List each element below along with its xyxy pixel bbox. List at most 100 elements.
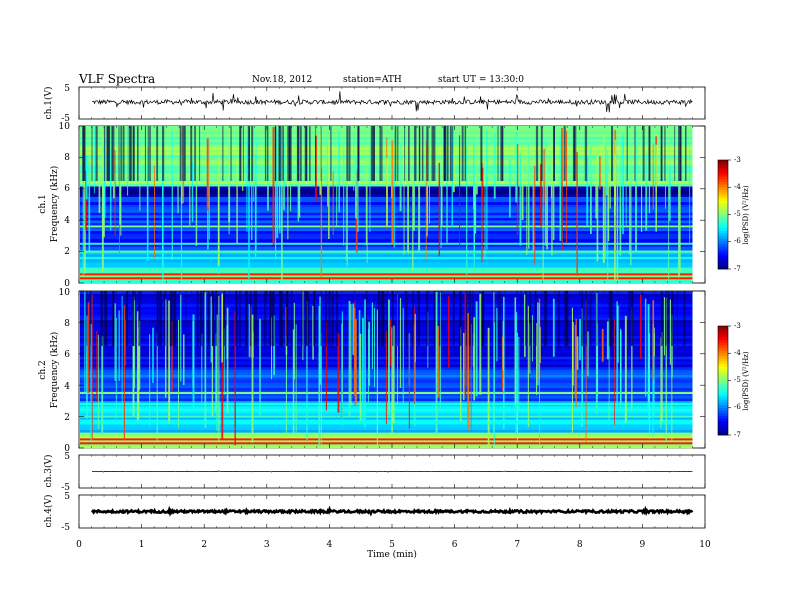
sferic-streak [622,135,624,235]
spec1-ytick: 0 [64,279,70,289]
colorbar-step [718,168,728,172]
dark-gap [459,291,462,346]
x-tick-label: 10 [699,540,711,550]
sferic-streak [281,167,283,280]
dark-gap [431,126,434,181]
sferic-streak [385,330,387,425]
sferic-streak [629,170,630,255]
spectrogram-row [80,259,693,263]
signal-trace [91,470,693,473]
dark-gap [239,126,242,181]
sferic-streak [532,171,534,254]
sferic-streak [319,133,322,195]
dark-gap [91,126,93,181]
sferic-streak [285,336,287,435]
dark-gap [417,291,420,346]
colorbar-step [718,410,728,414]
x-axis-tick-labels: 0 1 2 3 4 5 6 7 8 9 10 [76,540,711,550]
sferic-streak [132,312,135,414]
dark-gap [309,126,311,181]
sferic-streak [641,139,643,232]
dark-gap [534,291,537,346]
sferic-streak [625,168,627,228]
dark-gap [628,291,631,346]
spec1-ylabel: Frequency (kHz) [49,166,60,243]
sferic-streak [287,157,289,240]
dark-gap [278,126,281,181]
sferic-streak [253,127,255,202]
sferic-streak [463,332,465,401]
dark-gap [128,126,131,181]
dark-gap [135,291,136,346]
dark-gap [130,126,132,181]
sferic-streak [571,307,573,433]
dark-gap [175,291,177,346]
sferic-streak [543,148,545,203]
sferic-streak [476,134,478,195]
dark-gap [529,291,531,346]
dark-gap [660,291,663,346]
spectrogram-row [80,267,693,271]
sferic-streak [540,164,542,227]
sferic-streak [85,170,87,231]
sferic-streak [645,152,648,231]
dark-gap [95,126,98,181]
sferic-streak [236,157,238,244]
dark-gap [132,291,135,346]
ch4-ylabel: ch.4(V) [43,495,54,528]
dark-gap [264,291,265,346]
sferic-streak [630,128,632,266]
dark-gap [126,291,128,346]
sferic-streak [654,327,655,357]
sferic-streak [211,303,214,417]
spectrogram-row [80,306,693,310]
sferic-streak [487,327,490,446]
dark-gap [626,126,628,181]
dark-gap [100,291,103,346]
sferic-streak [152,327,154,383]
sferic-streak [374,308,375,388]
dark-gap [397,291,399,346]
dark-gap [247,126,250,181]
spec2-ytick: 2 [64,413,70,423]
sferic-streak [428,132,430,224]
colorbar-step [718,429,728,433]
dark-gap [320,126,322,181]
cb1-label: log(PSD) (V²/Hz) [742,185,750,244]
colorbar-step [718,342,728,346]
spectrogram-row [80,131,693,135]
sferic-streak [479,293,482,395]
sferic-streak [352,303,355,355]
colorbar-step [718,432,728,436]
spectrogram-row [80,238,693,242]
sferic-streak [271,317,273,380]
sferic-streak [440,170,442,248]
sferic-streak [518,336,520,413]
sferic-streak [393,170,395,248]
spectrogram-row [80,243,693,247]
sferic-streak [391,327,393,433]
dark-gap [82,126,84,181]
cb2-tick: -3 [734,322,741,330]
sferic-streak [536,322,538,395]
colorbar-step [718,258,728,262]
sferic-streak [93,126,95,194]
spectrogram-row [80,228,693,231]
colorbar-step [718,396,728,400]
sferic-streak [358,310,361,392]
cb2-label: log(PSD) (V²/Hz) [742,351,750,410]
dark-gap [104,291,107,346]
spec2-ytick: 6 [64,350,70,360]
dark-gap [525,291,527,346]
dark-gap [575,126,577,181]
sferic-streak [470,324,472,431]
dark-gap [381,126,383,181]
sferic-streak [254,153,257,258]
spectrogram-row [80,301,693,305]
sferic-streak [528,134,530,249]
colorbar-step [718,345,728,349]
spec2-ytick: 10 [59,288,71,298]
sferic-streak [98,168,101,214]
dark-gap [674,126,676,181]
sferic-streak [101,336,104,435]
